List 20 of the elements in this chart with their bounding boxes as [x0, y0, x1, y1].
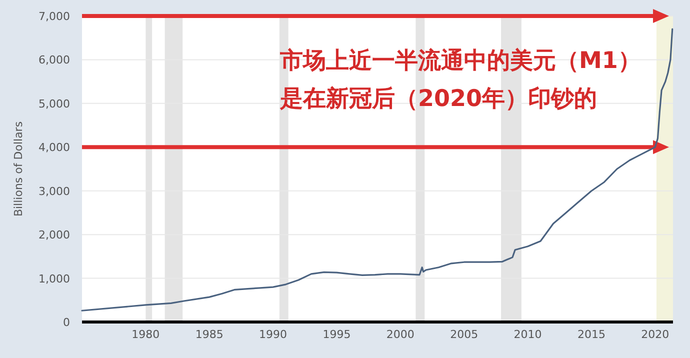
y-tick-label: 0	[63, 316, 70, 329]
x-tick-label: 2005	[450, 328, 478, 341]
y-tick-label: 6,000	[38, 54, 70, 67]
x-tick-label: 1990	[259, 328, 288, 341]
y-tick-label: 2,000	[38, 228, 70, 242]
y-tick-label: 7,000	[38, 10, 70, 23]
x-tick-label: 1980	[132, 328, 160, 341]
y-tick-label: 1,000	[38, 272, 70, 286]
x-tick-label: 2010	[514, 328, 542, 341]
y-tick-label: 5,000	[38, 97, 70, 110]
y-tick-label: 3,000	[38, 184, 70, 198]
x-tick-label: 2020	[641, 328, 670, 341]
x-tick-label: 1985	[195, 328, 224, 341]
y-tick-label: 4,000	[38, 141, 70, 154]
y-axis-title: Billions of Dollars	[12, 121, 25, 217]
annotation: 是在新冠后（2020年）印钞的	[279, 85, 598, 112]
x-tick-label: 2000	[386, 328, 414, 341]
annotation: 市场上近一半流通中的美元（M1）	[279, 47, 641, 74]
x-tick-label: 1995	[322, 328, 351, 341]
x-tick-label: 2015	[577, 328, 606, 341]
